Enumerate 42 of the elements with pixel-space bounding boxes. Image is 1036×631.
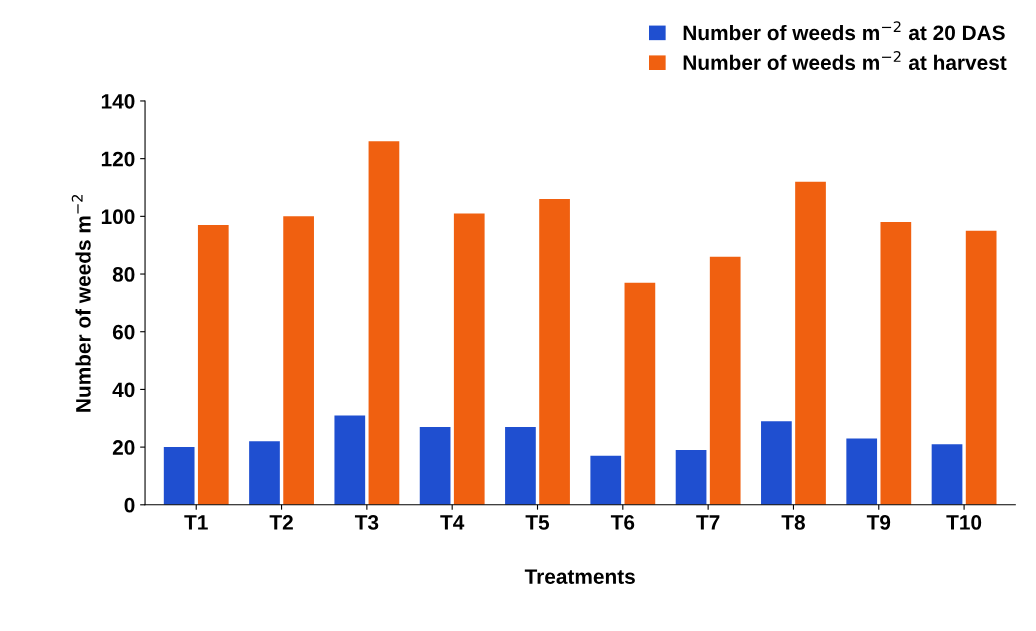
y-tick-label: 60: [112, 324, 135, 340]
bar: [197, 225, 229, 505]
bar: [624, 282, 656, 505]
x-tick-label: T10: [946, 515, 982, 530]
y-axis-title: Number of weeds m$^{−2}$: [71, 194, 91, 412]
bar: [795, 181, 826, 505]
bar: [505, 426, 536, 505]
legend-label: Number of weeds m$^{−2}$ at 20 DAS: [683, 21, 1005, 41]
x-tick-label: T4: [440, 515, 465, 530]
x-tick-label: T2: [269, 515, 293, 530]
legend-label: Number of weeds m$^{−2}$ at harvest: [683, 51, 1007, 71]
bar: [283, 216, 314, 505]
bar: [249, 441, 280, 505]
x-tick-label: T9: [866, 515, 891, 530]
bar: [453, 213, 485, 505]
x-tick-label: T7: [696, 515, 720, 530]
y-tick-label: 20: [112, 440, 135, 455]
bar: [539, 199, 570, 505]
y-tick-label: 140: [101, 93, 135, 109]
y-tick-label: 100: [101, 209, 135, 225]
x-axis-title: Treatments: [524, 569, 635, 584]
x-tick-label: T6: [610, 515, 635, 530]
bar: [675, 449, 707, 505]
bar: [163, 447, 195, 505]
bar: [965, 230, 997, 505]
bar: [590, 455, 622, 505]
y-tick-label: 0: [124, 497, 135, 513]
bar: [880, 222, 912, 505]
bar: [368, 141, 400, 505]
y-tick-label: 80: [112, 267, 135, 282]
y-tick-label: 40: [112, 382, 135, 398]
bar: [761, 421, 792, 505]
bar: [846, 438, 878, 505]
x-tick-label: T3: [354, 515, 379, 530]
x-tick-label: T8: [781, 515, 805, 530]
bar: [334, 415, 366, 505]
y-tick-label: 120: [101, 151, 135, 167]
bar: [931, 444, 963, 505]
bar: [419, 426, 451, 505]
bar: [709, 256, 741, 505]
x-tick-label: T5: [525, 515, 550, 530]
x-tick-label: T1: [184, 515, 208, 530]
